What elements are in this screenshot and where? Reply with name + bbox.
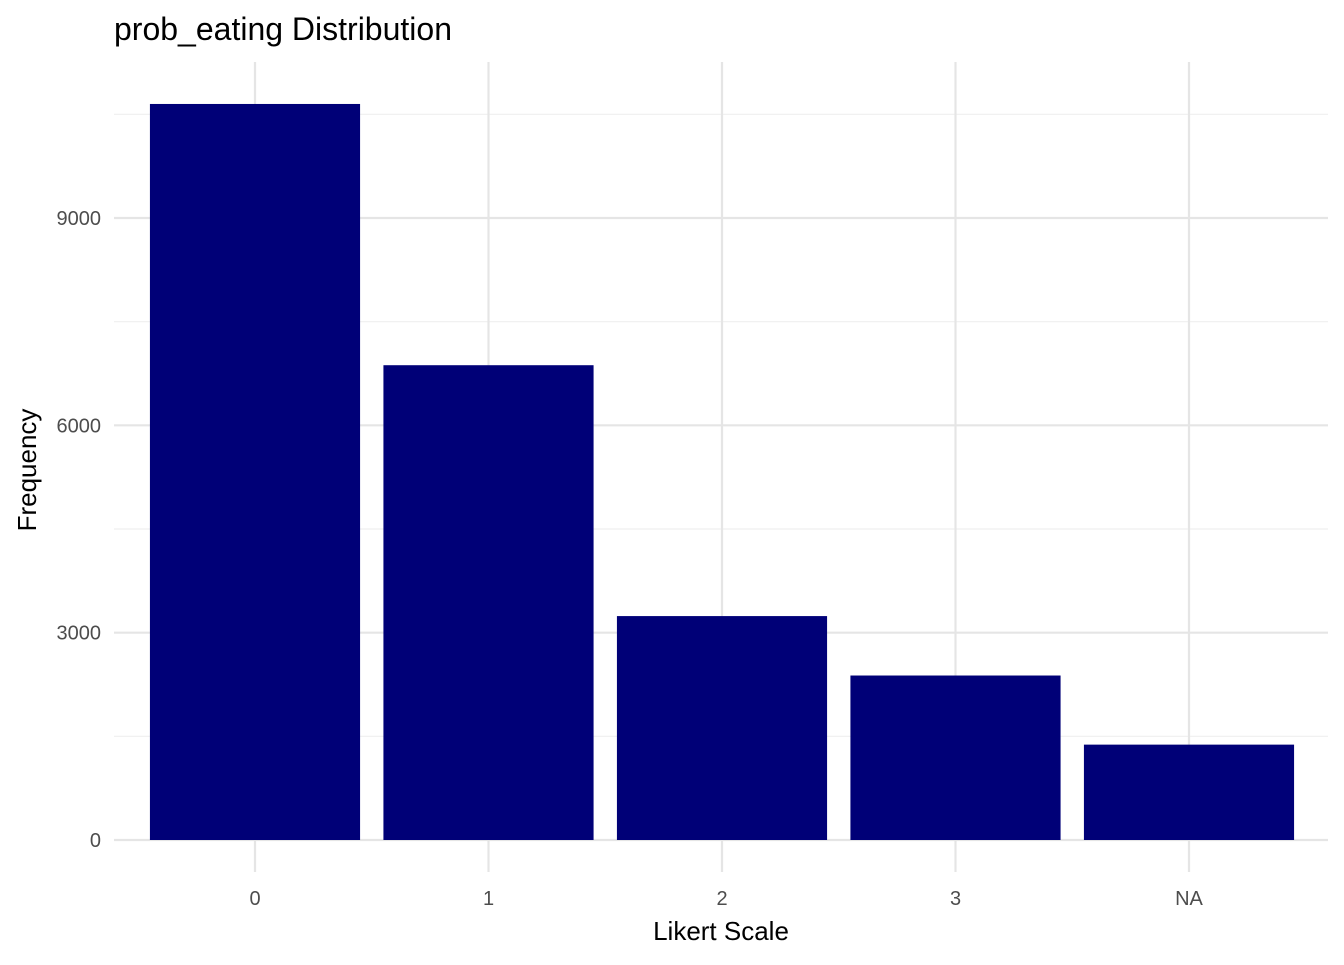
y-axis-title: Frequency xyxy=(12,409,42,532)
y-tick-label: 9000 xyxy=(57,208,102,230)
x-tick-label: 0 xyxy=(249,888,260,910)
chart-title: prob_eating Distribution xyxy=(114,11,452,47)
x-axis-title: Likert Scale xyxy=(653,916,789,946)
tick-layer: 0 3000 6000 9000 0 1 2 3 NA xyxy=(57,208,1204,910)
bar-layer xyxy=(149,103,1295,840)
x-tick-label: 1 xyxy=(483,888,494,910)
bar-na xyxy=(1083,744,1295,840)
bar-0 xyxy=(149,103,361,840)
y-tick-label: 3000 xyxy=(57,623,102,645)
x-tick-label: NA xyxy=(1175,888,1203,910)
bar-2 xyxy=(616,616,828,840)
y-tick-label: 6000 xyxy=(57,415,102,437)
y-tick-label: 0 xyxy=(90,830,101,852)
bar-1 xyxy=(383,365,594,840)
x-tick-label: 3 xyxy=(950,888,961,910)
bar-3 xyxy=(850,675,1061,840)
x-tick-label: 2 xyxy=(716,888,727,910)
